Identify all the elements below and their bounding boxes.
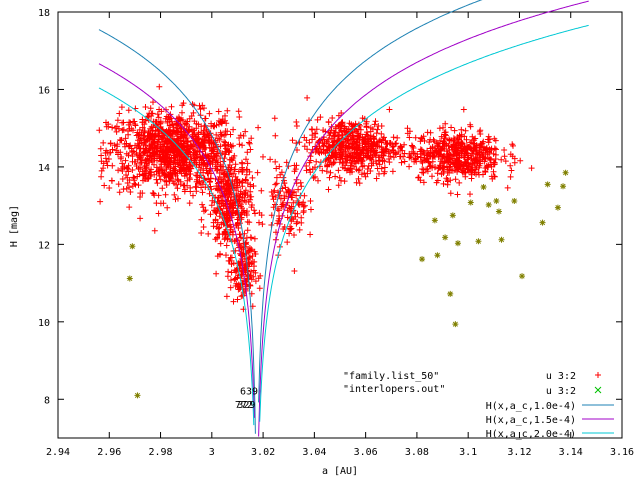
- interloper-point: [485, 201, 492, 208]
- interloper-point: [454, 240, 461, 247]
- legend-plus-marker: [595, 372, 601, 378]
- y-tick-label: 10: [38, 318, 50, 329]
- interloper-point: [498, 236, 505, 243]
- legend-label: H(x,a_c,1.0e-4): [486, 401, 576, 412]
- envelope-curve-right: [259, 24, 589, 422]
- interloper-point: [544, 181, 551, 188]
- interloper-point: [480, 184, 487, 191]
- interloper-point: [467, 199, 474, 206]
- y-tick-label: 16: [38, 85, 50, 96]
- envelope-curve-left: [98, 29, 256, 434]
- interloper-point: [442, 234, 449, 241]
- legend-label: u 3:2: [546, 386, 576, 397]
- interloper-point: [134, 392, 141, 399]
- asteroid-label: 639: [240, 387, 258, 398]
- interloper-point: [560, 183, 567, 190]
- legend: "family.list_50" "interlopers.out" u 3:2 u …: [343, 371, 614, 440]
- envelope-curve-right: [258, 0, 483, 403]
- y-axis-label: H [mag]: [9, 205, 20, 247]
- plot-frame: [57, 11, 623, 439]
- y-tick-label: 18: [38, 8, 50, 19]
- asteroid-label: 329: [237, 400, 255, 411]
- interloper-point: [447, 290, 454, 297]
- interloper-point: [129, 243, 136, 250]
- x-tick-label: 2.94: [46, 447, 70, 458]
- asteroid-label: 772: [235, 400, 253, 411]
- x-tick-label: 3.04: [302, 447, 326, 458]
- legend-label: H(x,a_c,2.0e-4): [486, 429, 576, 440]
- x-tick-label: 3.14: [559, 447, 583, 458]
- interloper-point: [562, 169, 569, 176]
- legend-x-marker: [594, 386, 602, 394]
- x-tick-label: 3.08: [405, 447, 429, 458]
- envelope-curves: [98, 0, 589, 437]
- y-tick-label: 14: [38, 163, 50, 174]
- envelope-curve-left: [98, 87, 255, 426]
- x-tick-label: 3.02: [251, 447, 275, 458]
- legend-label: u 3:2: [546, 371, 576, 382]
- interloper-point: [475, 238, 482, 245]
- interloper-point: [554, 204, 561, 211]
- x-tick-label: 3.16: [610, 447, 634, 458]
- plot-border: [57, 11, 623, 439]
- legend-label: H(x,a_c,1.5e-4): [486, 415, 576, 426]
- x-axis: 2.94 2.96 2.98 3 3.02 3.04 3.06 3.08 3.1 3.12 3.14…: [46, 12, 634, 458]
- interloper-point: [434, 252, 441, 259]
- y-tick-label: 12: [38, 240, 50, 251]
- family-point-markers: [96, 83, 535, 313]
- interloper-point: [449, 212, 456, 219]
- x-tick-label: 3.06: [354, 447, 378, 458]
- interloper-point: [519, 273, 526, 280]
- family-points: [96, 83, 535, 313]
- x-tick-label: 3: [209, 447, 215, 458]
- interloper-point: [452, 321, 459, 328]
- x-axis-label: a [AU]: [322, 466, 358, 477]
- interloper-point: [431, 217, 438, 224]
- interloper-point: [419, 256, 426, 263]
- x-tick-label: 3.12: [507, 447, 531, 458]
- interloper-point: [126, 275, 133, 282]
- interloper-point: [539, 219, 546, 226]
- legend-file-label: "interlopers.out": [343, 384, 445, 395]
- x-tick-label: 2.96: [97, 447, 121, 458]
- x-tick-label: 2.98: [148, 447, 172, 458]
- interloper-points: [126, 169, 569, 399]
- y-tick-label: 8: [44, 395, 50, 406]
- interloper-point: [511, 197, 518, 204]
- y-axis: 8 10 12 14 16 18: [38, 8, 622, 406]
- legend-file-label: "family.list_50": [343, 371, 439, 382]
- envelope-curve-left: [98, 63, 255, 418]
- interloper-point: [495, 208, 502, 215]
- x-tick-label: 3.1: [459, 447, 477, 458]
- envelope-curve-right: [258, 0, 589, 437]
- interloper-point: [493, 197, 500, 204]
